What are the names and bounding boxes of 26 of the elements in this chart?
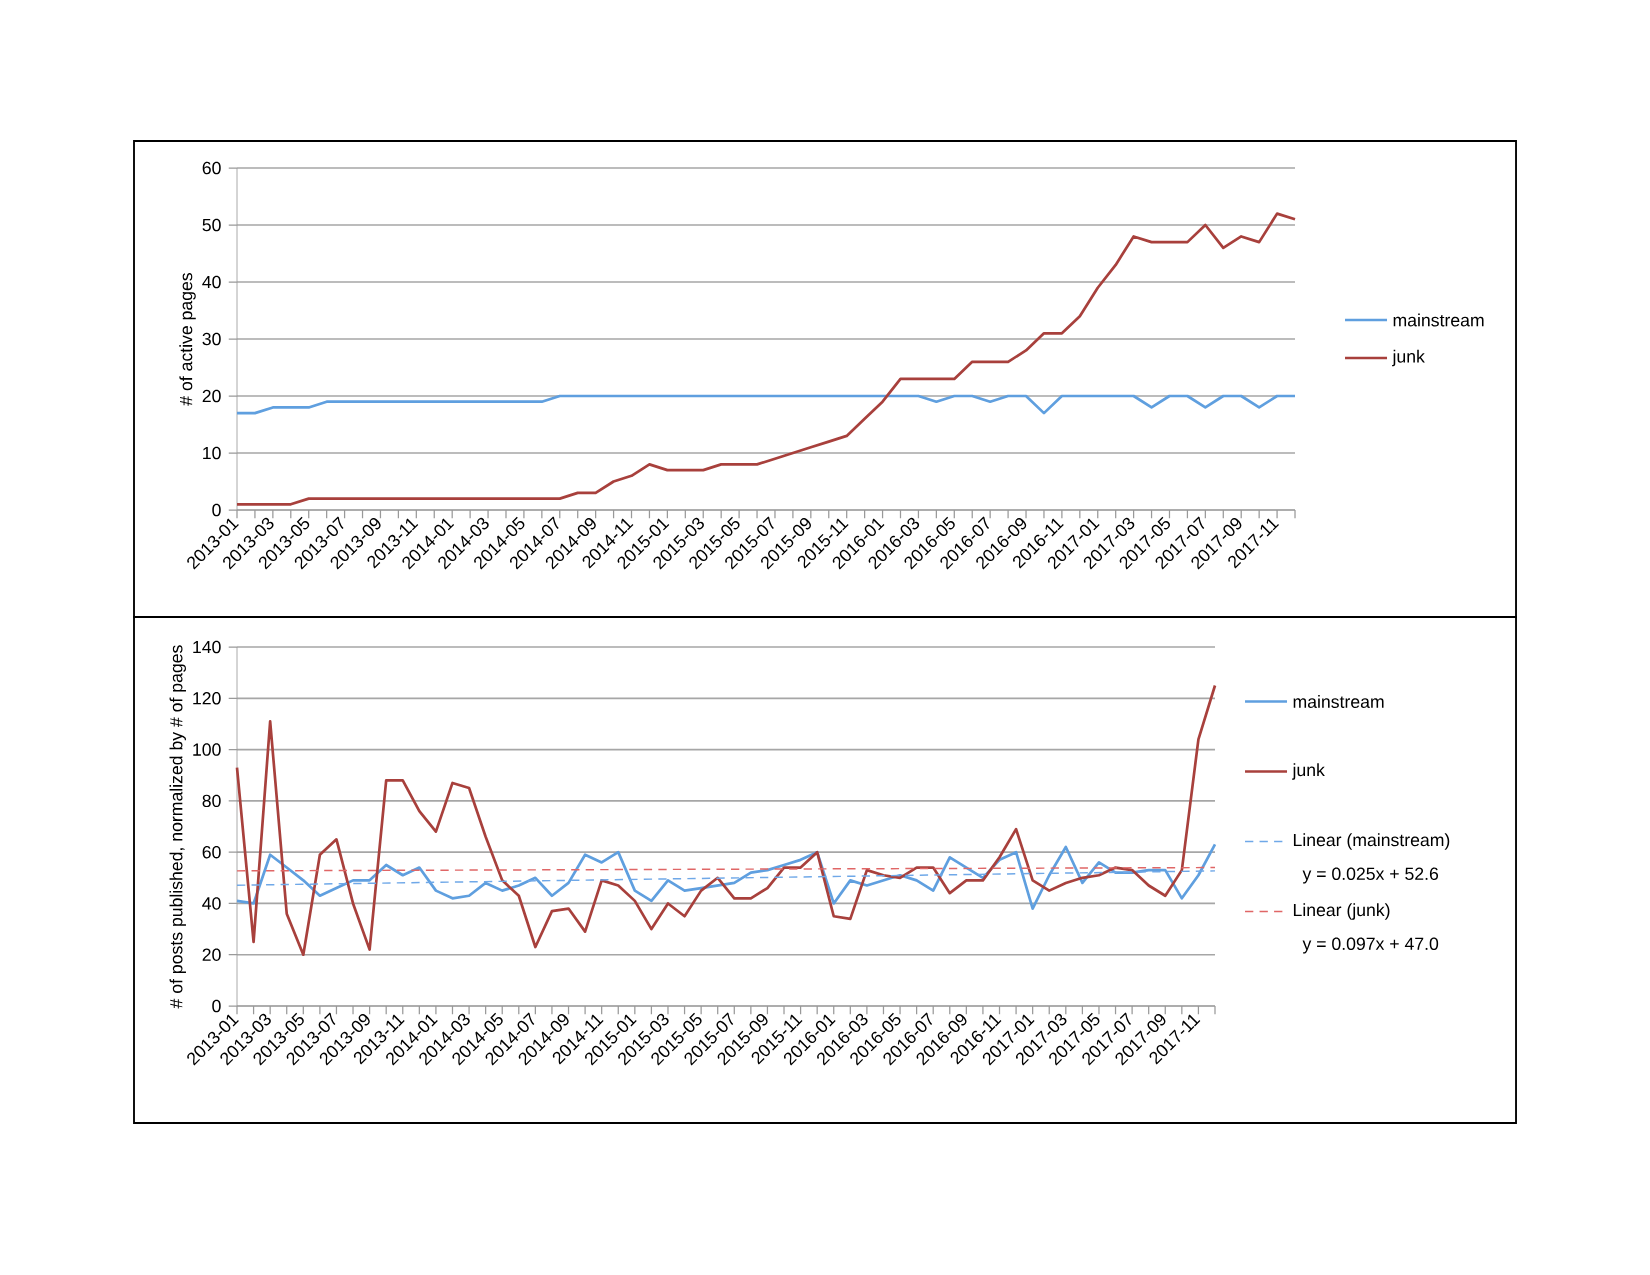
y-tick-label: 40: [202, 275, 221, 289]
y-tick-label: 20: [202, 948, 221, 961]
y-tick-label: 0: [212, 999, 221, 1013]
legend-label: Linear (mainstream): [1293, 833, 1450, 850]
y-tick-label: 0: [212, 503, 221, 517]
y-tick-label: 60: [202, 161, 221, 175]
y-tick-label: 20: [202, 389, 221, 403]
legend-label: junk: [1292, 763, 1325, 780]
y-tick-label: 80: [202, 794, 221, 808]
legend-label: Linear (junk): [1293, 903, 1390, 920]
legend-label: mainstream: [1393, 313, 1484, 327]
legend-label: mainstream: [1293, 695, 1384, 708]
text: y = 0.025x + 52.6: [1302, 867, 1439, 884]
y-tick-label: 40: [202, 897, 221, 910]
y-axis-title: # of posts published, normalized by # of pages: [169, 645, 186, 1009]
y-tick-label: 50: [202, 218, 221, 232]
y-axis-title: # of active pages: [179, 273, 196, 406]
y-tick-label: 140: [193, 640, 221, 654]
y-tick-label: 10: [203, 446, 221, 460]
legend-label: junk: [1392, 349, 1425, 367]
y-tick-label: 120: [193, 692, 221, 705]
line-series: [235, 684, 1217, 957]
y-tick-label: 100: [193, 743, 221, 756]
text: y = 0.097x + 47.0: [1302, 937, 1439, 954]
y-tick-label: 30: [202, 332, 221, 346]
y-tick-label: 60: [202, 845, 221, 859]
